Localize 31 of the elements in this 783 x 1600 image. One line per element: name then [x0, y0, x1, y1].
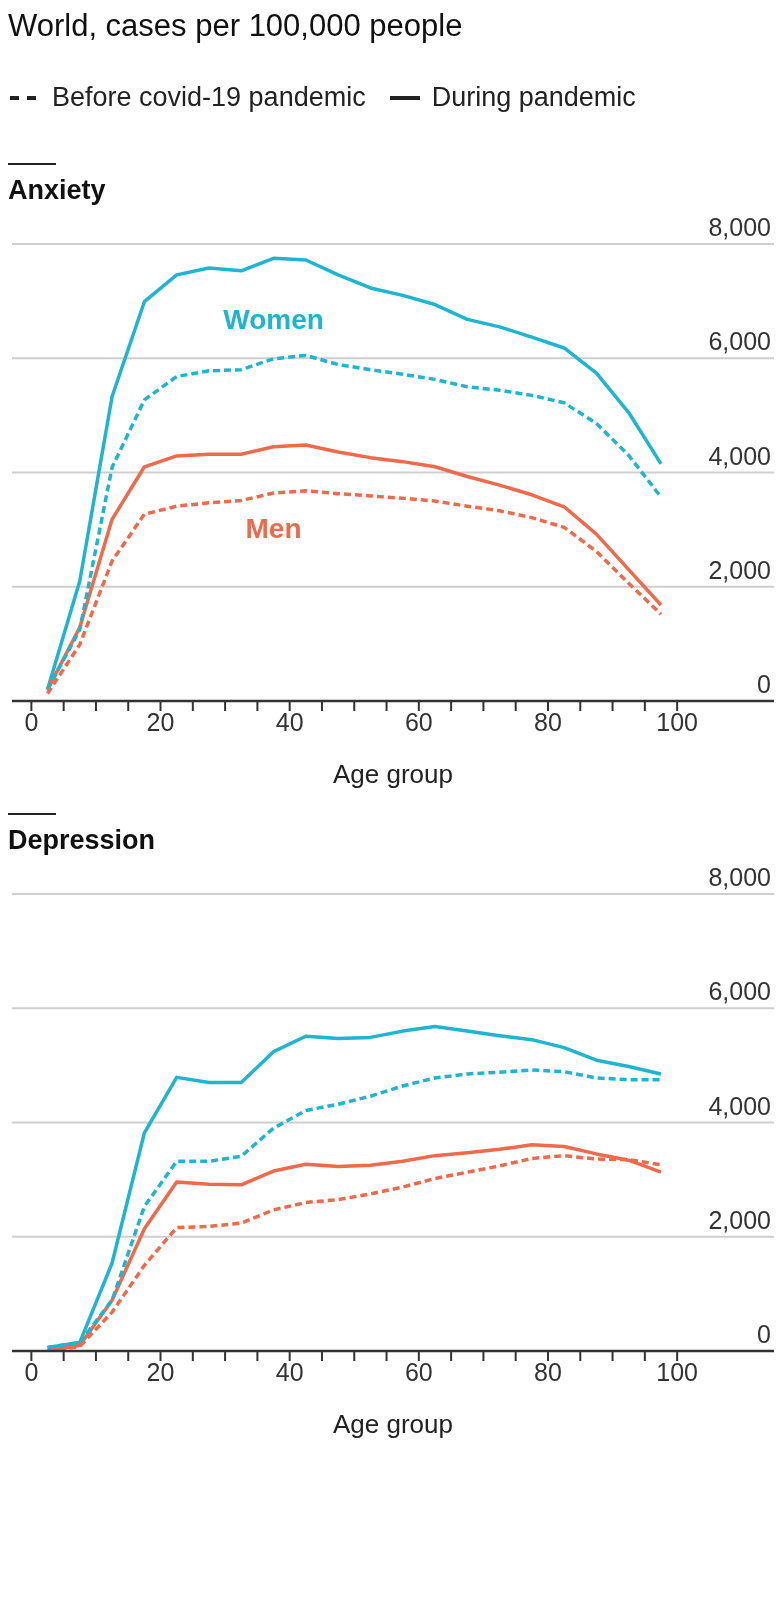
series-label: Women — [223, 303, 324, 335]
y-tick-label: 2,000 — [708, 555, 771, 584]
x-tick-label: 40 — [275, 707, 304, 736]
x-tick-label: 0 — [24, 707, 39, 736]
x-tick-label: 60 — [404, 707, 433, 736]
x-tick-label: 80 — [534, 1357, 562, 1386]
y-tick-label: 6,000 — [708, 977, 771, 1006]
y-tick-label: 8,000 — [708, 213, 771, 241]
x-tick-label: 0 — [24, 1357, 39, 1386]
x-tick-label: 40 — [275, 1357, 304, 1386]
x-tick-label: 100 — [656, 1357, 698, 1386]
text: Before covid-19 pandemic — [52, 82, 366, 113]
x-tick-label: 100 — [656, 707, 698, 736]
y-tick-label: 0 — [757, 670, 771, 698]
y-tick-label: 4,000 — [708, 1091, 771, 1120]
y-tick-label: 8,000 — [708, 863, 771, 891]
y-tick-label: 4,000 — [708, 441, 771, 470]
x-axis-title: Age group — [333, 1409, 453, 1439]
text: During pandemic — [431, 82, 636, 113]
x-tick-label: 60 — [404, 1357, 433, 1386]
x-tick-label: 20 — [146, 707, 175, 736]
x-axis-title: Age group — [333, 759, 453, 789]
y-tick-label: 0 — [757, 1320, 771, 1348]
chart-title: World, cases per 100,000 people — [8, 8, 464, 44]
x-tick-label: 80 — [534, 707, 562, 736]
y-tick-label: 2,000 — [708, 1205, 771, 1234]
x-tick-label: 20 — [146, 1357, 175, 1386]
y-tick-label: 6,000 — [708, 327, 771, 356]
series-label: Men — [245, 513, 302, 545]
chart-subtitle: Depression — [8, 825, 157, 856]
chart-subtitle: Anxiety — [8, 175, 107, 206]
